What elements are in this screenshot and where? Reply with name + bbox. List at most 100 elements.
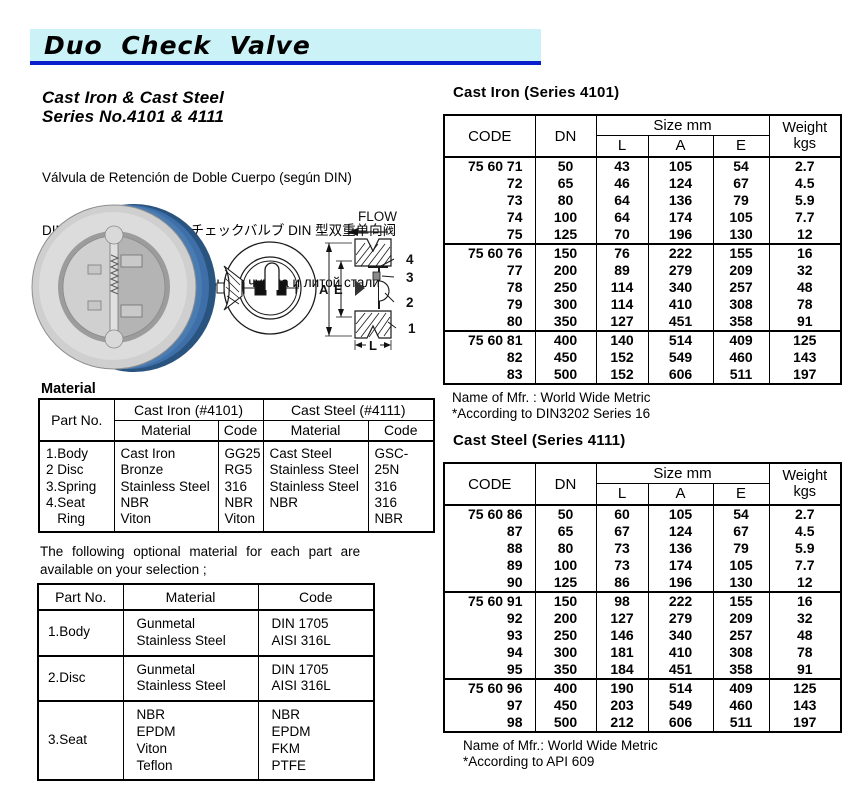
value-cell: 460 xyxy=(712,349,770,366)
size-table-row: 93 250 146 340 257 48 xyxy=(443,627,842,644)
material-col-ci-material: Material xyxy=(113,420,219,442)
size-table-row: 74 100 64 174 105 7.7 xyxy=(443,209,842,226)
optional-row-seat: 3.Seat NBR EPDM Viton Teflon NBR EPDM FK… xyxy=(37,700,375,781)
value-cell: 606 xyxy=(647,366,714,384)
dn-group: 75 60 71 50 43 105 54 2.7 72 65 46 124 67 4.5 73 80 64… xyxy=(443,157,842,244)
value-cell: 350 xyxy=(534,661,597,679)
code-cell: 80 xyxy=(443,313,536,331)
optional-code-cell: DIN 1705 AISI 316L xyxy=(257,609,375,657)
cross-section-drawing: FLOW xyxy=(319,209,416,353)
col-header-weight: Weight kgs xyxy=(768,463,842,506)
value-cell: 86 xyxy=(595,574,649,592)
value-cell: 308 xyxy=(712,644,770,661)
mfr-note: Name of Mfr. : World Wide Metric xyxy=(452,390,651,405)
value-cell: 5.9 xyxy=(768,540,842,557)
size-table-row: 75 60 91 150 98 222 155 16 xyxy=(443,591,842,610)
value-cell: 140 xyxy=(595,330,649,349)
subtitle-line-1: Cast Iron & Cast Steel xyxy=(42,88,225,107)
value-cell: 400 xyxy=(534,678,597,697)
value-cell: 2.7 xyxy=(768,505,842,523)
dn-group: 75 60 76 150 76 222 155 16 77 200 89 279 209 32 78 25… xyxy=(443,243,842,331)
size-table-row: 73 80 64 136 79 5.9 xyxy=(443,192,842,209)
cast-steel-section: Cast Steel (Series 4111) CODE DN Size mm… xyxy=(443,432,842,769)
value-cell: 358 xyxy=(712,313,770,331)
code-cell: 75 60 71 xyxy=(443,157,536,175)
dn-group: 75 60 96 400 190 514 409 125 97 450 203 549 460 143… xyxy=(443,678,842,732)
value-cell: 200 xyxy=(534,262,597,279)
code-cell: 74 xyxy=(443,209,536,226)
code-cell: 88 xyxy=(443,540,536,557)
optional-intro-line-1: The following optional material for each… xyxy=(40,544,361,559)
value-cell: 79 xyxy=(712,540,770,557)
size-table-row: 75 60 86 50 60 105 54 2.7 xyxy=(443,505,842,523)
value-cell: 203 xyxy=(595,697,649,714)
value-cell: 125 xyxy=(768,678,842,697)
value-cell: 400 xyxy=(534,330,597,349)
code-cell: 75 60 96 xyxy=(443,678,536,697)
col-header-e: E xyxy=(712,135,770,158)
value-cell: 54 xyxy=(712,505,770,523)
value-cell: 143 xyxy=(768,697,842,714)
value-cell: 80 xyxy=(534,192,597,209)
value-cell: 222 xyxy=(647,591,714,610)
value-cell: 64 xyxy=(595,192,649,209)
optional-code-cell: NBR EPDM FKM PTFE xyxy=(257,700,375,781)
cast-steel-table-heading: Cast Steel (Series 4111) xyxy=(453,432,626,449)
size-table-row: 94 300 181 410 308 78 xyxy=(443,644,842,661)
value-cell: 64 xyxy=(595,209,649,226)
size-table-row: 75 60 76 150 76 222 155 16 xyxy=(443,243,842,262)
material-col-cs-material: Material xyxy=(262,420,369,442)
value-cell: 100 xyxy=(534,209,597,226)
value-cell: 105 xyxy=(647,157,714,175)
value-cell: 91 xyxy=(768,313,842,331)
size-table-row: 98 500 212 606 511 197 xyxy=(443,714,842,732)
value-cell: 7.7 xyxy=(768,557,842,574)
description-spanish: Válvula de Retención de Doble Cuerpo (se… xyxy=(42,170,352,185)
value-cell: 606 xyxy=(647,714,714,732)
value-cell: 308 xyxy=(712,296,770,313)
value-cell: 136 xyxy=(647,540,714,557)
col-header-size-mm: Size mm xyxy=(595,115,770,136)
material-parts-cell: 1.Body 2 Disc 3.Spring 4.Seat Ring xyxy=(38,441,115,533)
col-header-code: CODE xyxy=(443,463,536,506)
code-cell: 98 xyxy=(443,714,536,732)
cast-steel-notes: Name of Mfr.: World Wide Metric *Accordi… xyxy=(463,738,842,769)
value-cell: 67 xyxy=(712,523,770,540)
value-cell: 114 xyxy=(595,279,649,296)
dim-a-label: A xyxy=(319,282,329,297)
value-cell: 514 xyxy=(647,678,714,697)
code-cell: 75 60 86 xyxy=(443,505,536,523)
cast-iron-table-heading: Cast Iron (Series 4101) xyxy=(453,84,620,101)
value-cell: 79 xyxy=(712,192,770,209)
value-cell: 212 xyxy=(595,714,649,732)
value-cell: 12 xyxy=(768,226,842,244)
cast-iron-material-cell: Cast Iron Bronze Stainless Steel NBR Vit… xyxy=(113,441,219,533)
value-cell: 80 xyxy=(534,540,597,557)
size-table-row: 80 350 127 451 358 91 xyxy=(443,313,842,331)
optional-material-cell: NBR EPDM Viton Teflon xyxy=(122,700,259,781)
code-cell: 87 xyxy=(443,523,536,540)
value-cell: 155 xyxy=(712,243,770,262)
optional-table: Part No. Material Code 1.Body Gunmetal S… xyxy=(37,583,375,782)
callout-4: 4 xyxy=(406,252,414,267)
optional-part-cell: 1.Body xyxy=(37,609,124,657)
value-cell: 190 xyxy=(595,678,649,697)
value-cell: 174 xyxy=(647,557,714,574)
code-cell: 77 xyxy=(443,262,536,279)
value-cell: 130 xyxy=(712,574,770,592)
value-cell: 114 xyxy=(595,296,649,313)
col-header-a: A xyxy=(647,135,714,158)
size-table-row: 79 300 114 410 308 78 xyxy=(443,296,842,313)
value-cell: 460 xyxy=(712,697,770,714)
value-cell: 451 xyxy=(647,661,714,679)
code-cell: 75 60 81 xyxy=(443,330,536,349)
value-cell: 514 xyxy=(647,330,714,349)
value-cell: 48 xyxy=(768,627,842,644)
size-table-row: 90 125 86 196 130 12 xyxy=(443,574,842,592)
value-cell: 500 xyxy=(534,714,597,732)
value-cell: 410 xyxy=(647,644,714,661)
value-cell: 124 xyxy=(647,523,714,540)
size-table-row: 77 200 89 279 209 32 xyxy=(443,262,842,279)
dim-l-label: L xyxy=(369,338,377,353)
size-table-row: 78 250 114 340 257 48 xyxy=(443,279,842,296)
